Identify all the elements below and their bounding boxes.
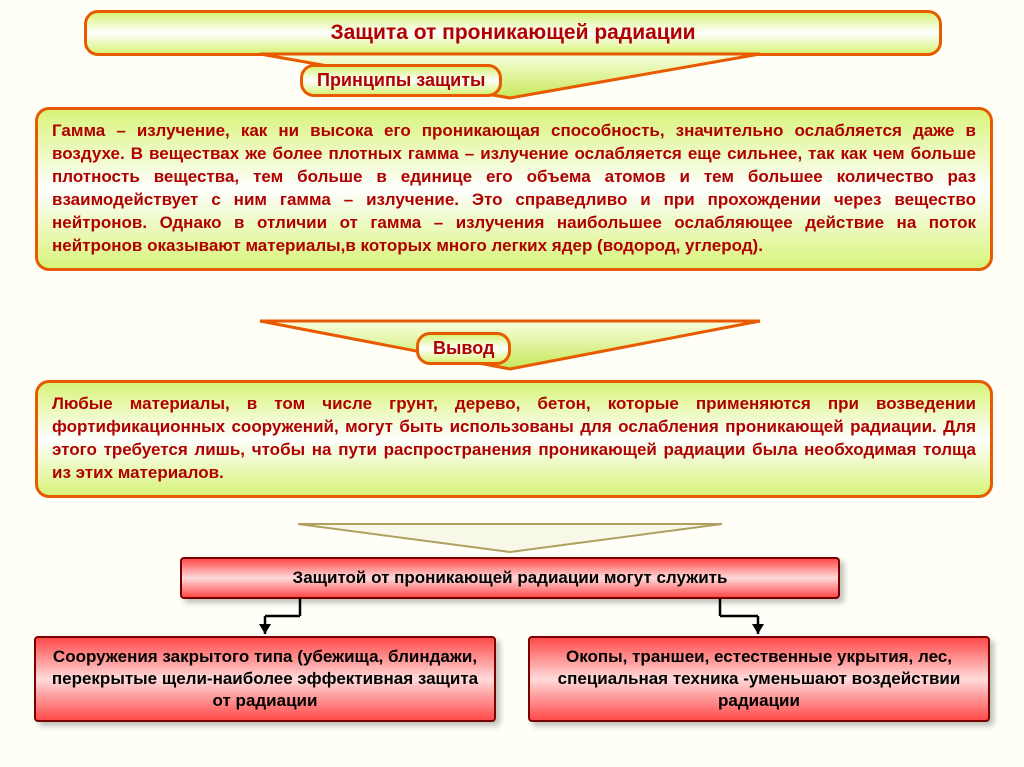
- text1: Гамма – излучение, как ни высока его про…: [52, 120, 976, 258]
- text-block-2: Любые материалы, в том числе грунт, дере…: [35, 380, 993, 498]
- title-text: Защита от проникающей радиации: [87, 13, 939, 53]
- text2: Любые материалы, в том числе грунт, дере…: [52, 393, 976, 485]
- title-box: Защита от проникающей радиации: [84, 10, 942, 56]
- subtitle-box: Принципы защиты: [300, 64, 502, 97]
- red-header-box: Защитой от проникающей радиации могут сл…: [180, 557, 840, 599]
- red-right-box: Окопы, траншеи, естественные укрытия, ле…: [528, 636, 990, 722]
- text-block-1: Гамма – излучение, как ни высока его про…: [35, 107, 993, 271]
- red-left-box: Сооружения закрытого типа (убежища, блин…: [34, 636, 496, 722]
- red-left-text: Сооружения закрытого типа (убежища, блин…: [46, 646, 484, 712]
- conclusion-box: Вывод: [416, 332, 511, 365]
- red-right-text: Окопы, траншеи, естественные укрытия, ле…: [540, 646, 978, 712]
- subtitle-text: Принципы защиты: [303, 67, 499, 94]
- arrow-down-3: [290, 522, 730, 556]
- connector-lines: [0, 596, 1024, 638]
- red-header-text: Защитой от проникающей радиации могут сл…: [192, 567, 828, 589]
- conclusion-text: Вывод: [419, 335, 508, 362]
